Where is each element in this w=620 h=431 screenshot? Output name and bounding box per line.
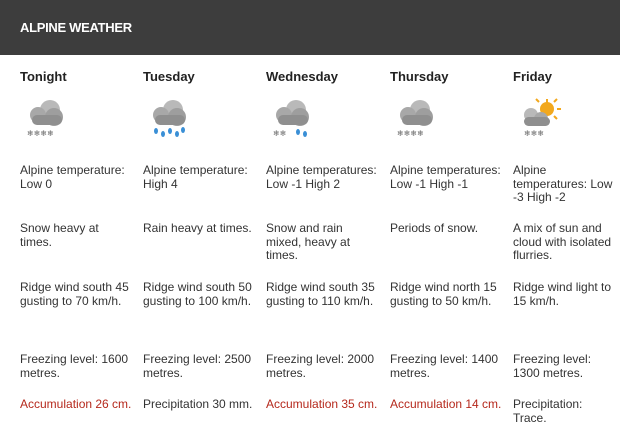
wind-text: Ridge wind south 35 gusting to 110 km/h. (266, 280, 375, 308)
condition-text: Periods of snow. (390, 221, 479, 235)
rain-cloud-icon (153, 100, 186, 137)
condition-text: Snow and rain mixed, heavy at times. (266, 221, 351, 262)
condition-text: Snow heavy at times. (20, 221, 99, 249)
freezing-level-text: Freezing level: 2000 metres. (266, 352, 375, 380)
freezing-level-text: Freezing level: 2500 metres. (143, 352, 252, 380)
header-bar: ALPINE WEATHER (0, 0, 620, 55)
accumulation-text: Accumulation 26 cm. (20, 397, 132, 411)
sun-cloud-flurries-icon: ❄❄❄ (524, 98, 561, 138)
snow-cloud-icon: ❄❄❄❄ (27, 100, 63, 138)
wind-text: Ridge wind north 15 gusting to 50 km/h. (390, 280, 497, 308)
wind-text: Ridge wind south 50 gusting to 100 km/h. (143, 280, 252, 308)
precipitation-text: Precipitation 30 mm. (143, 397, 253, 411)
snow-cloud-icon: ❄❄❄❄ (397, 100, 433, 138)
svg-text:❄❄: ❄❄ (273, 129, 286, 138)
forecast-grid: Tonight ❄❄❄❄ Alpine temperature: Low 0 S… (0, 55, 620, 431)
accumulation-text: Accumulation 35 cm. (266, 397, 378, 411)
snow-rain-cloud-icon: ❄❄ (273, 100, 309, 138)
wind-text: Ridge wind south 45 gusting to 70 km/h. (20, 280, 129, 308)
temperature-text: Alpine temperatures: Low -1 High 2 (266, 163, 377, 191)
temperature-text: Alpine temperatures: Low -1 High -1 (390, 163, 501, 191)
temperature-text: Alpine temperature: High 4 (143, 163, 248, 191)
wind-text: Ridge wind light to 15 km/h. (513, 280, 612, 308)
day-name: Thursday (390, 69, 449, 84)
freezing-level-text: Freezing level: 1300 metres. (513, 352, 592, 380)
day-name: Tonight (20, 69, 67, 84)
condition-text: A mix of sun and cloud with isolated flu… (513, 221, 612, 262)
accumulation-text: Accumulation 14 cm. (390, 397, 502, 411)
page-title: ALPINE WEATHER (20, 20, 132, 35)
svg-text:❄❄❄: ❄❄❄ (524, 129, 544, 138)
svg-text:❄❄❄❄: ❄❄❄❄ (397, 129, 424, 138)
day-name: Friday (513, 69, 553, 84)
temperature-text: Alpine temperatures: Low -3 High -2 (513, 163, 613, 204)
svg-text:❄❄❄❄: ❄❄❄❄ (27, 129, 54, 138)
precipitation-text: Precipitation: Trace. (513, 397, 583, 425)
temperature-text: Alpine temperature: Low 0 (20, 163, 125, 191)
day-name: Wednesday (266, 69, 339, 84)
condition-text: Rain heavy at times. (143, 221, 252, 235)
freezing-level-text: Freezing level: 1400 metres. (390, 352, 499, 380)
freezing-level-text: Freezing level: 1600 metres. (20, 352, 129, 380)
day-name: Tuesday (143, 69, 195, 84)
